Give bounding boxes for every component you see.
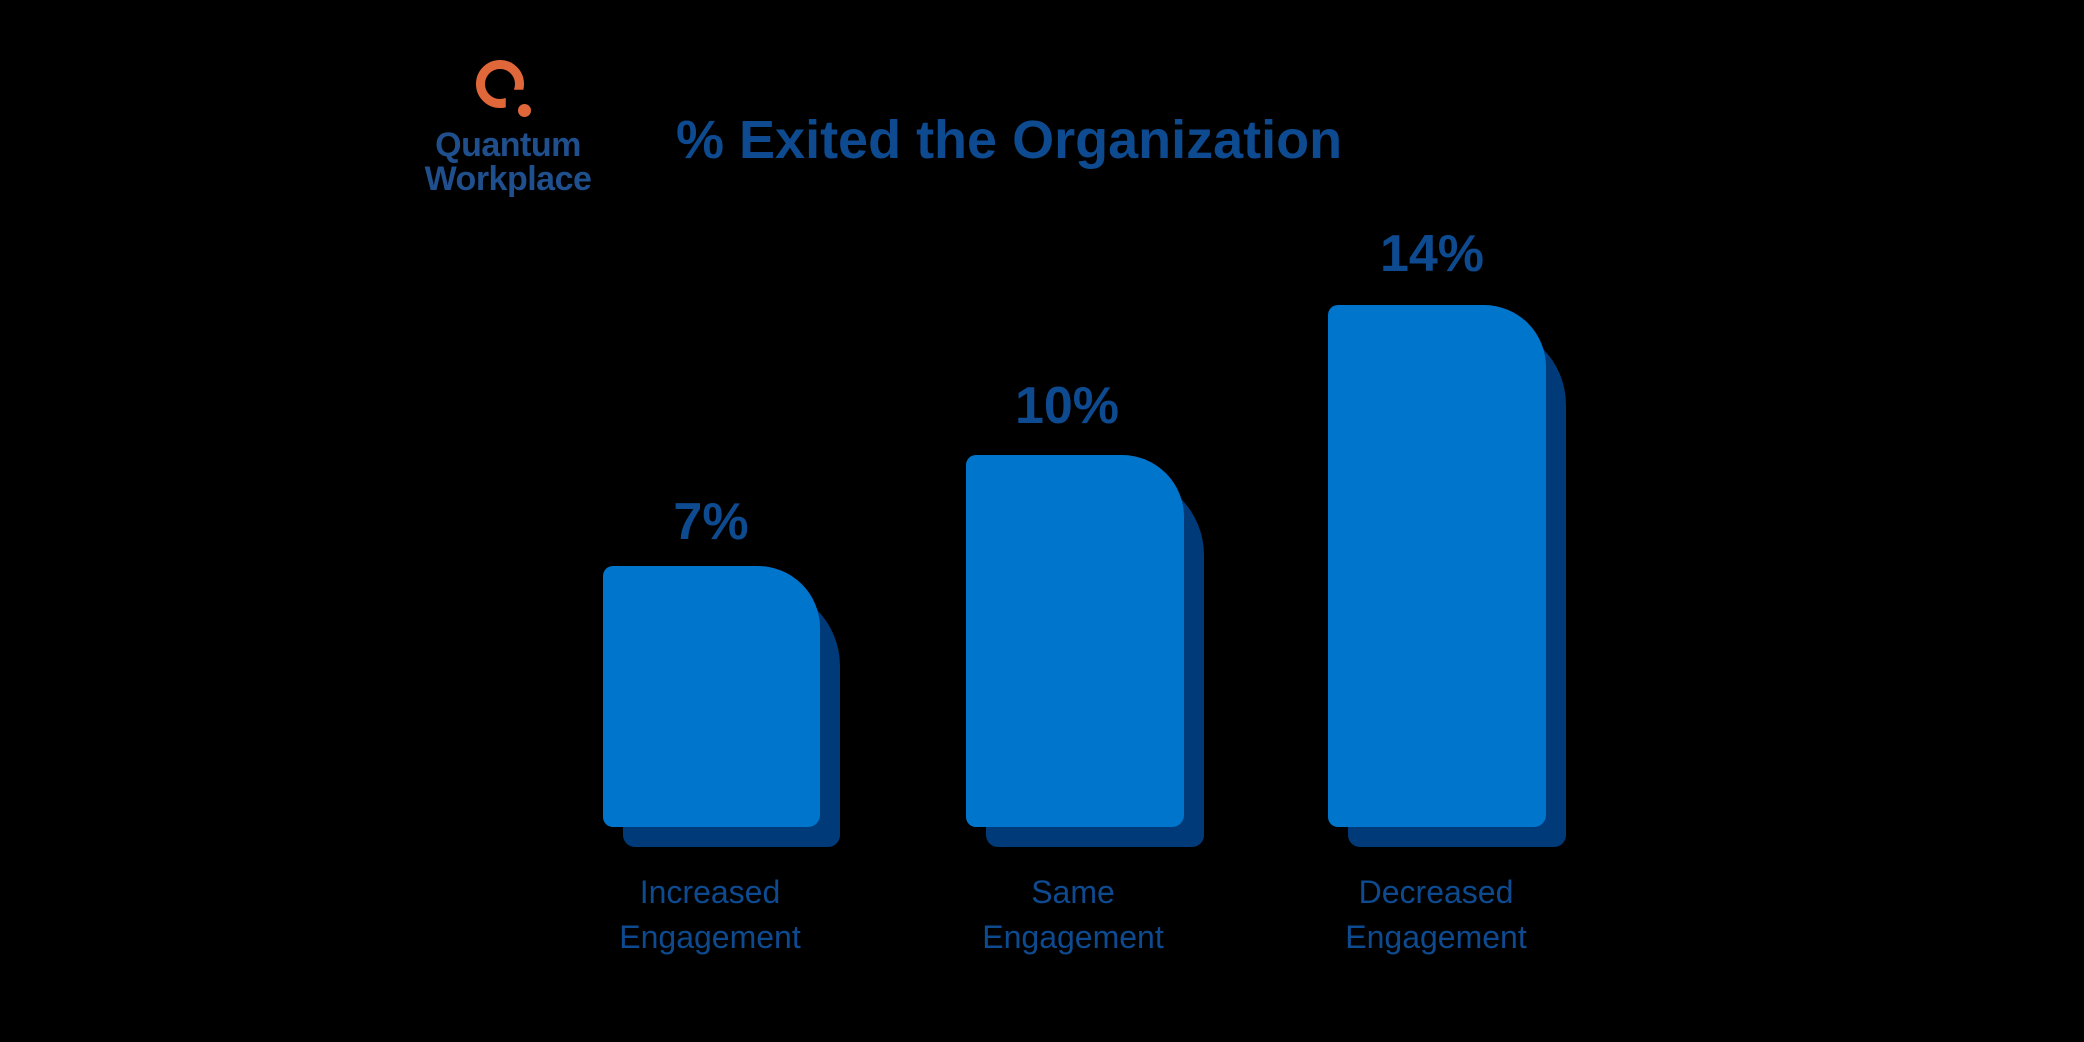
category-label-line-1: Increased <box>639 874 781 910</box>
logo-line-1: Quantum <box>435 126 581 164</box>
category-label-line-1: Same <box>1031 874 1115 910</box>
category-label: Same Engagement <box>923 870 1223 960</box>
bar-value-label: 10% <box>1014 377 1120 435</box>
category-label: Increased Engagement <box>560 870 860 960</box>
category-label-line-2: Engagement <box>982 919 1164 955</box>
bar-face <box>1328 305 1546 827</box>
q-dot-icon <box>518 104 531 117</box>
category-label-line-2: Engagement <box>619 919 801 955</box>
bar-value-label: 7% <box>673 493 749 551</box>
q-ring-icon <box>476 60 524 108</box>
category-label: Decreased Engagement <box>1286 870 1586 960</box>
bar-face <box>966 455 1184 827</box>
logo-text: Quantum Workplace <box>418 128 598 196</box>
chart-title: % Exited the Organization <box>676 110 1343 170</box>
category-label-line-2: Engagement <box>1345 919 1527 955</box>
category-label-line-1: Decreased <box>1358 874 1514 910</box>
bar-value-label: 14% <box>1379 225 1485 283</box>
bar-face <box>603 566 820 827</box>
logo-line-2: Workplace <box>424 160 592 198</box>
